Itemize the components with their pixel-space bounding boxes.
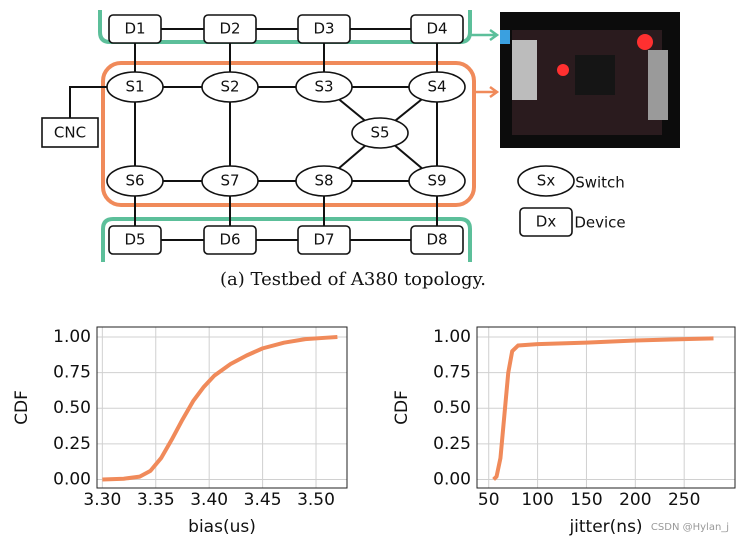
device-group-top	[98, 10, 472, 44]
device-label: D6	[219, 231, 240, 249]
switch-node	[201, 165, 259, 197]
device-node	[297, 14, 351, 44]
arrow	[470, 28, 500, 42]
switch-label: S5	[370, 124, 389, 142]
device-label: D1	[124, 20, 145, 38]
plot-frame	[476, 326, 736, 489]
switch-label: S8	[314, 172, 333, 190]
y-tick-label: 0.50	[433, 398, 471, 418]
switch-label: S4	[427, 78, 446, 96]
switch-node	[408, 165, 466, 197]
cdf-line	[102, 334, 338, 482]
y-tick-label: 0.50	[53, 398, 91, 418]
switch-group	[101, 61, 476, 207]
x-tick-label: 100	[521, 490, 553, 510]
switch-node	[295, 165, 353, 197]
switch-label: Sx	[537, 172, 556, 190]
x-tick-label: 3.50	[297, 490, 335, 510]
switch-label: S6	[125, 172, 144, 190]
y-tick-label: 0.75	[433, 363, 471, 383]
link	[69, 86, 107, 120]
device-node	[410, 14, 464, 44]
x-tick-label: 3.30	[83, 490, 121, 510]
x-axis-label: jitter(ns)	[568, 517, 642, 537]
device-group-bottom	[101, 217, 472, 262]
x-tick-label: 50	[478, 490, 500, 510]
device-node	[203, 225, 257, 255]
switch-node	[201, 71, 259, 103]
plot-frame	[96, 326, 348, 489]
device-node	[297, 225, 351, 255]
x-axis-label: bias(us)	[188, 517, 256, 537]
device-label: D5	[124, 231, 145, 249]
switch-label: S3	[314, 78, 333, 96]
y-axis-label: CDF	[392, 390, 412, 425]
device-node	[519, 207, 573, 237]
x-tick-label: 150	[570, 490, 602, 510]
switch-node	[408, 71, 466, 103]
device-label: D3	[313, 20, 334, 38]
caption: (a) Testbed of A380 topology.	[220, 269, 486, 290]
switch-label: S1	[125, 78, 144, 96]
switch-label: S9	[427, 172, 446, 190]
arrow	[474, 85, 500, 99]
y-tick-label: 0.25	[53, 434, 91, 454]
device-label: D8	[426, 231, 447, 249]
switch-node	[106, 165, 164, 197]
controller-box	[41, 117, 99, 148]
device-label: Dx	[536, 213, 557, 231]
x-tick-label: 3.45	[244, 490, 282, 510]
y-tick-label: 0.75	[53, 363, 91, 383]
switch-node	[295, 71, 353, 103]
switch-label: S7	[220, 172, 239, 190]
device-label: D4	[426, 20, 447, 38]
switch-node	[517, 165, 575, 197]
device-node	[108, 14, 162, 44]
device-label: D7	[313, 231, 334, 249]
x-tick-label: 3.35	[137, 490, 175, 510]
watermark: CSDN @Hylan_j	[651, 522, 729, 533]
y-tick-label: 1.00	[433, 327, 471, 347]
y-tick-label: 0.00	[433, 469, 471, 489]
switch-node	[106, 71, 164, 103]
switch-node	[351, 117, 409, 149]
y-axis-label: CDF	[12, 390, 32, 425]
x-tick-label: 200	[619, 490, 651, 510]
board-photo	[500, 12, 680, 148]
switch-label: S2	[220, 78, 239, 96]
controller-label: CNC	[54, 124, 86, 142]
device-label: D2	[219, 20, 240, 38]
legend-label: Device	[574, 214, 625, 232]
legend-label: Switch	[575, 174, 625, 192]
x-tick-label: 3.40	[190, 490, 228, 510]
y-tick-label: 1.00	[53, 327, 91, 347]
x-tick-label: 250	[668, 490, 700, 510]
device-node	[410, 225, 464, 255]
y-tick-label: 0.00	[53, 469, 91, 489]
device-node	[203, 14, 257, 44]
device-node	[108, 225, 162, 255]
y-tick-label: 0.25	[433, 434, 471, 454]
cdf-line	[492, 336, 714, 481]
